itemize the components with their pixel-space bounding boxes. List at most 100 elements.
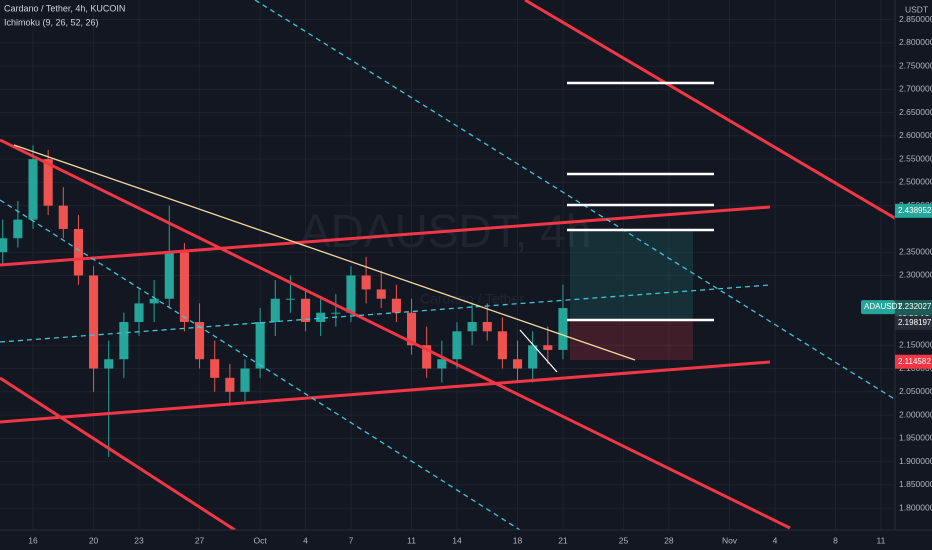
y-tick-label: 2.350000 <box>899 246 932 256</box>
candle-body <box>149 298 159 304</box>
target-zone <box>570 230 693 320</box>
price-badge <box>895 315 932 330</box>
candle-body <box>13 219 23 239</box>
price-badge <box>895 354 932 369</box>
candle-body <box>391 298 401 313</box>
x-tick-label: 11 <box>407 535 416 545</box>
y-tick-label: 2.800000 <box>899 37 932 47</box>
price-badge-label: 2.114582 <box>898 357 931 366</box>
y-tick-label: 2.650000 <box>899 107 932 117</box>
dashed-line <box>0 199 521 531</box>
trend-line-yellow <box>13 144 636 361</box>
drawings <box>0 0 932 532</box>
candle-body <box>43 159 53 206</box>
x-tick-label: 21 <box>558 535 568 545</box>
x-tick-label: 4 <box>303 535 308 545</box>
dashed-line <box>0 284 771 343</box>
x-tick-label: 8 <box>833 535 838 545</box>
price-badge <box>895 203 932 218</box>
x-tick-label: 7 <box>349 535 354 545</box>
y-tick-label: 2.300000 <box>899 270 932 280</box>
x-tick-label: 27 <box>195 535 205 545</box>
x-tick-label: 23 <box>134 535 144 545</box>
x-tick-label: 25 <box>619 535 629 545</box>
candle-body <box>119 322 129 360</box>
trend-line <box>0 138 791 530</box>
candle-body <box>376 289 386 299</box>
dashed-line <box>254 0 921 416</box>
chart-title: Cardano / Tether, 4h, KUCOIN <box>4 3 125 13</box>
stop-zone <box>570 320 693 360</box>
candle-body <box>210 359 220 378</box>
y-tick-label: 2.850000 <box>899 14 932 24</box>
plot <box>0 0 895 530</box>
candle-body <box>543 345 553 350</box>
x-tick-label: 28 <box>664 535 674 545</box>
x-tick-label: Nov <box>722 535 738 545</box>
candle-body <box>528 345 538 369</box>
x-tick-label: 4 <box>773 535 778 545</box>
y-tick-label: 2.600000 <box>899 130 932 140</box>
y-tick-label: 2.050000 <box>899 386 932 396</box>
axes: 2.850000 2.800000 2.750000 2.700000 2.650000… <box>28 14 932 545</box>
candle-body <box>346 275 356 313</box>
x-tick-label: 14 <box>452 535 462 545</box>
y-tick-label: 2.700000 <box>899 84 932 94</box>
trend-line <box>0 360 771 424</box>
y-tick-label: 1.900000 <box>899 456 932 466</box>
candle-body <box>28 159 38 220</box>
candle-body <box>512 359 523 369</box>
candle-body <box>179 252 189 323</box>
candle-body <box>301 298 311 323</box>
symbol-badge-label: ADAUSDT <box>864 302 902 311</box>
trend-line <box>0 205 771 267</box>
y-tick-label: 2.150000 <box>899 340 932 350</box>
candle-body <box>89 275 99 369</box>
candle-body <box>134 303 144 323</box>
y-tick-label: 2.500000 <box>899 177 932 187</box>
indicator-label: Ichimoku (9, 26, 52, 26) <box>4 17 99 27</box>
trend-line <box>0 376 236 532</box>
price-badge-label: 2.232027 <box>898 302 932 311</box>
candle-body <box>406 312 417 346</box>
candle-body <box>452 331 462 360</box>
symbol-badge <box>861 300 895 315</box>
candle-body <box>361 275 371 290</box>
y-tick-label: 1.850000 <box>899 479 932 489</box>
candle-body <box>422 345 432 369</box>
candle-body <box>285 298 295 300</box>
price-badge-label: 2.438952 <box>898 206 932 215</box>
y-tick-label: 2.550000 <box>899 153 932 163</box>
candle-body <box>0 238 8 253</box>
time-axis <box>0 530 932 550</box>
price-badge-label: 2.198197 <box>898 318 932 327</box>
x-tick-label: Oct <box>254 535 268 545</box>
price-badge <box>895 300 932 315</box>
candle-body <box>240 368 250 392</box>
wedge-line <box>519 329 558 373</box>
candle-body <box>497 331 507 360</box>
candle-body <box>255 322 265 369</box>
y-unit: USDT <box>905 4 928 14</box>
candle-body <box>73 228 83 276</box>
candle-body <box>225 377 235 392</box>
candle-body <box>437 359 447 369</box>
candle-body <box>164 252 174 299</box>
candle-body <box>558 308 568 350</box>
x-tick-label: 20 <box>89 535 99 545</box>
candle-body <box>482 322 492 332</box>
x-tick-label: 11 <box>877 535 886 545</box>
candle-body <box>195 322 205 360</box>
candle-body <box>331 312 341 314</box>
price-axis <box>895 0 932 550</box>
x-tick-label: 16 <box>28 535 38 545</box>
x-tick-label: 18 <box>513 535 523 545</box>
candle-body <box>467 322 477 332</box>
trend-line <box>524 0 932 242</box>
candle-body <box>104 359 114 369</box>
candle-body <box>58 205 68 229</box>
y-tick-label: 1.800000 <box>899 502 932 512</box>
y-tick-label: 1.950000 <box>899 433 932 443</box>
candle-body <box>270 298 280 323</box>
